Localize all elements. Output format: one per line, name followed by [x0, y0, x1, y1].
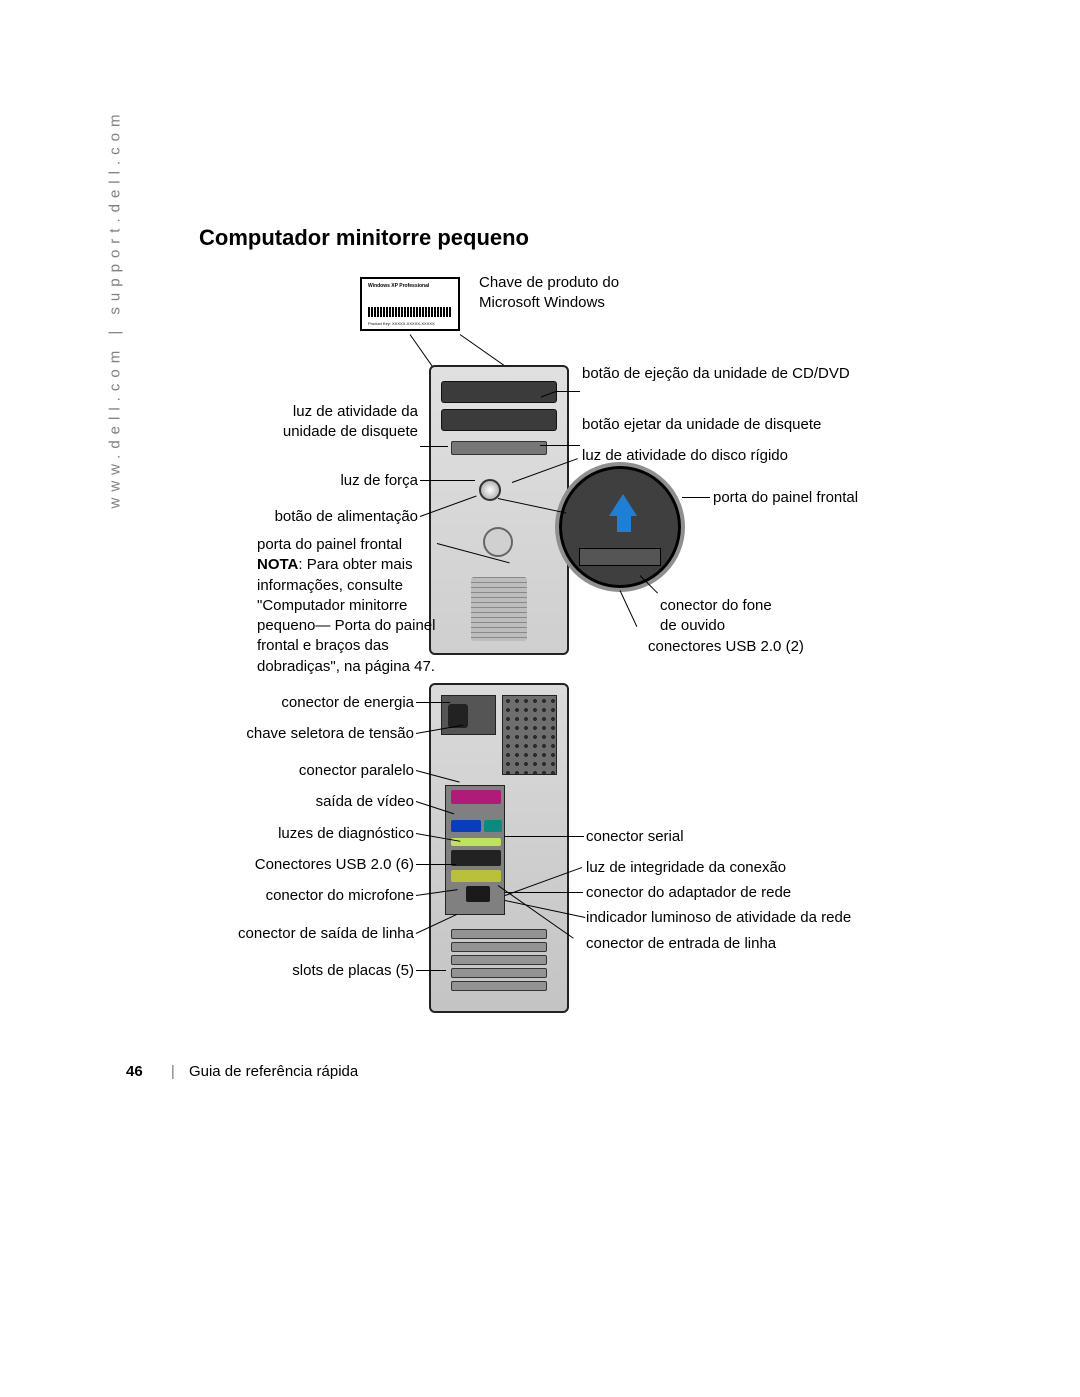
label-front-panel-note: porta do painel frontal NOTA: Para obter… — [257, 535, 437, 677]
product-key-sticker: Windows XP Professional Product Key: XXX… — [360, 277, 460, 331]
label-headphone: conector do fone de ouvido — [660, 596, 780, 637]
footer-separator: | — [171, 1063, 175, 1080]
page-number: 46 — [126, 1063, 143, 1080]
label-front-panel-door-right: porta do painel frontal — [713, 488, 858, 508]
label-net: conector do adaptador de rede — [586, 883, 791, 903]
sidebar-url: www.dell.com | support.dell.com — [107, 109, 124, 509]
label-mic: conector do microfone — [234, 886, 414, 906]
note-bold: NOTA — [257, 556, 298, 573]
tower-back-diagram — [429, 683, 569, 1013]
label-power-button: botão de alimentação — [240, 507, 418, 527]
footer-title: Guia de referência rápida — [189, 1063, 358, 1080]
label-line-out: conector de saída de linha — [208, 924, 414, 944]
label-usb6: Conectores USB 2.0 (6) — [242, 855, 414, 875]
label-net-activity: indicador luminoso de atividade da rede — [586, 908, 851, 928]
label-front-panel-door-left: porta do painel frontal — [257, 536, 402, 553]
page-heading: Computador minitorre pequeno — [199, 225, 529, 251]
note-text: : Para obter mais informações, consulte … — [257, 556, 435, 674]
label-vga: saída de vídeo — [296, 792, 414, 812]
label-serial: conector serial — [586, 827, 684, 847]
label-link-integrity: luz de integridade da conexão — [586, 858, 786, 878]
front-panel-detail — [555, 462, 685, 592]
label-cd-eject: botão de ejeção da unidade de CD/DVD — [582, 364, 850, 384]
label-parallel: conector paralelo — [260, 761, 414, 781]
label-product-key: Chave de produto do Microsoft Windows — [479, 273, 639, 314]
label-floppy-eject: botão ejetar da unidade de disquete — [582, 415, 821, 435]
label-voltage-sw: chave seletora de tensão — [216, 724, 414, 744]
tower-front-diagram — [429, 365, 569, 655]
label-power-conn: conector de energia — [244, 693, 414, 713]
label-diag: luzes de diagnóstico — [248, 824, 414, 844]
label-hdd-led: luz de atividade do disco rígido — [582, 446, 788, 466]
label-power-led: luz de força — [300, 471, 418, 491]
label-line-in: conector de entrada de linha — [586, 934, 776, 954]
label-usb-front: conectores USB 2.0 (2) — [648, 637, 804, 657]
label-floppy-led: luz de atividade da unidade de disquete — [268, 402, 418, 443]
page-footer: 46 | Guia de referência rápida — [126, 1063, 358, 1080]
label-slots: slots de placas (5) — [260, 961, 414, 981]
document-page: www.dell.com | support.dell.com Computad… — [0, 0, 1080, 1397]
